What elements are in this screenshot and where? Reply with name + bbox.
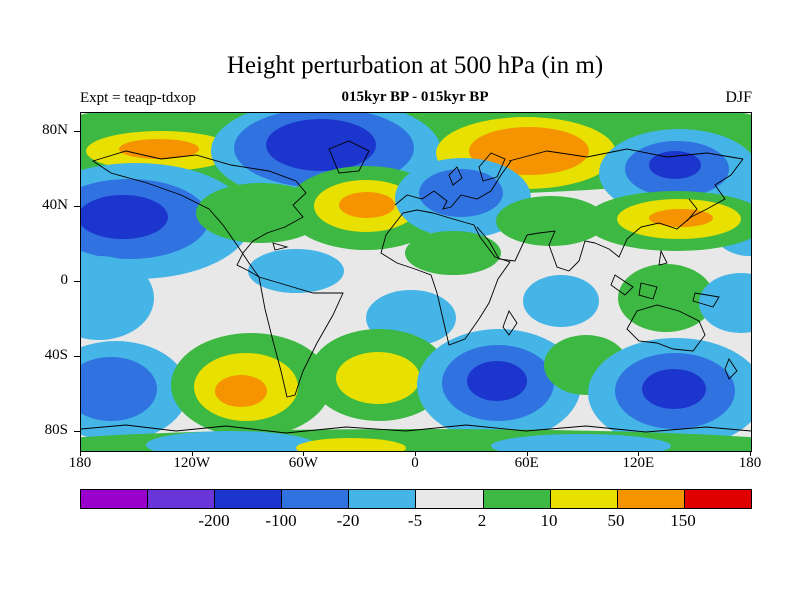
lat-tick-mark xyxy=(74,431,80,433)
coastline-path xyxy=(394,160,512,210)
lon-tick-label: 180 xyxy=(738,455,762,471)
lon-tick-label: 120W xyxy=(173,455,211,471)
contour-blob-cyan xyxy=(248,249,344,293)
contour-blob-orange xyxy=(649,209,713,227)
map-frame xyxy=(80,112,752,452)
coastline-path xyxy=(692,292,720,308)
colorbar-segment xyxy=(81,490,148,508)
contour-blob-yellow xyxy=(296,438,406,451)
coastline-path xyxy=(258,276,344,398)
coastline-path xyxy=(448,166,463,186)
contour-blob-blue xyxy=(81,357,157,421)
coastline-path xyxy=(91,150,307,278)
colorbar-tick-label: -200 xyxy=(198,511,230,530)
contour-blob-darkblue xyxy=(266,119,376,171)
contour-blob-cyan xyxy=(523,275,599,327)
plot-subtitle: 015kyr BP - 015kyr BP xyxy=(341,89,489,105)
contour-blob-darkblue xyxy=(81,195,168,239)
colorbar-tick-label: 150 xyxy=(670,511,696,530)
coastline-path xyxy=(526,230,596,272)
lon-tick-mark xyxy=(191,451,193,456)
coastline-path xyxy=(638,282,658,300)
colorbar-segment xyxy=(482,490,550,508)
colorbar-labels: -200 -100 -20 -5 2 10 50 150 xyxy=(80,511,750,533)
lon-tick-mark xyxy=(526,451,528,456)
colorbar-tick-label: -5 xyxy=(407,511,423,530)
contour-blob-cyan xyxy=(491,434,671,451)
colorbar-segment xyxy=(683,490,751,508)
season-label: DJF xyxy=(725,89,752,106)
contour-blob-green xyxy=(405,231,501,275)
coastline-path xyxy=(328,140,370,174)
plot-title: Height perturbation at 500 hPa (in m) xyxy=(226,52,604,79)
colorbar-tick-label: -100 xyxy=(265,511,297,530)
lat-tick-mark xyxy=(74,130,80,132)
coastline-path xyxy=(380,209,511,346)
lat-tick-mark xyxy=(74,356,80,358)
lat-tick-mark xyxy=(74,281,80,282)
lon-tick-mark xyxy=(80,451,81,456)
colorbar-segments xyxy=(81,490,751,508)
lon-tick-label: 0 xyxy=(411,455,419,471)
colorbar-tick-label: 50 xyxy=(607,511,625,530)
coastline-path xyxy=(594,158,744,258)
colorbar-segment xyxy=(214,490,282,508)
lat-tick-mark xyxy=(74,205,80,207)
contour-blob-cyan xyxy=(81,256,154,340)
lon-tick-mark xyxy=(415,451,416,456)
lon-tick-label: 120E xyxy=(622,455,655,471)
coastline-path xyxy=(610,274,634,296)
lon-tick-mark xyxy=(750,451,751,456)
lat-tick-label: 80N xyxy=(42,121,68,138)
contour-map xyxy=(81,113,751,451)
coastline-path xyxy=(508,148,744,162)
coastline-path xyxy=(502,310,518,336)
contour-blob-darkblue xyxy=(649,151,701,179)
lon-tick-label: 180 xyxy=(68,455,92,471)
experiment-label: Expt = teaqp-tdxop xyxy=(80,90,196,106)
coastline-path xyxy=(686,198,698,222)
coastline-path xyxy=(272,242,289,251)
colorbar-tick-label: 10 xyxy=(540,511,558,530)
lon-tick-mark xyxy=(303,451,305,456)
lon-tick-mark xyxy=(638,451,640,456)
coastline-path xyxy=(724,358,738,380)
colorbar-segment xyxy=(616,490,684,508)
colorbar-segment xyxy=(415,490,483,508)
colorbar xyxy=(80,489,752,509)
contour-blob-darkblue xyxy=(467,361,527,401)
coastline-path xyxy=(478,152,506,182)
lat-tick-label: 40N xyxy=(42,196,68,213)
contour-blob-orange xyxy=(469,127,589,175)
contour-blob-orange xyxy=(215,375,267,407)
colorbar-tick-label: 2 xyxy=(477,511,487,530)
coastline-path xyxy=(81,424,751,434)
contour-blob-cyan xyxy=(146,431,316,451)
coastline-path xyxy=(658,249,668,266)
colorbar-segment xyxy=(549,490,617,508)
contour-blob-yellow xyxy=(336,352,420,404)
coastline-path xyxy=(476,226,528,262)
lon-tick-label: 60E xyxy=(514,455,539,471)
contour-blob-green xyxy=(618,264,714,332)
contour-blob-orange xyxy=(339,192,395,218)
contour-blob-green xyxy=(496,196,606,246)
colorbar-tick-label: -20 xyxy=(336,511,360,530)
colorbar-segment xyxy=(147,490,215,508)
latitude-axis: 80N 40N 0 40S 80S xyxy=(28,112,72,450)
contour-blob-cyan xyxy=(699,273,751,333)
coastline-path xyxy=(626,304,706,352)
colorbar-segment xyxy=(281,490,349,508)
lon-tick-label: 60W xyxy=(288,455,318,471)
colorbar-segment xyxy=(348,490,416,508)
contour-blob-blue xyxy=(419,169,503,217)
contour-blob-darkblue xyxy=(642,369,706,409)
lat-tick-label: 80S xyxy=(44,422,68,439)
longitude-axis: 180 120W 60W 0 60E 120E 180 xyxy=(69,455,762,475)
lat-tick-label: 0 xyxy=(60,272,69,288)
lat-tick-label: 40S xyxy=(44,347,68,364)
